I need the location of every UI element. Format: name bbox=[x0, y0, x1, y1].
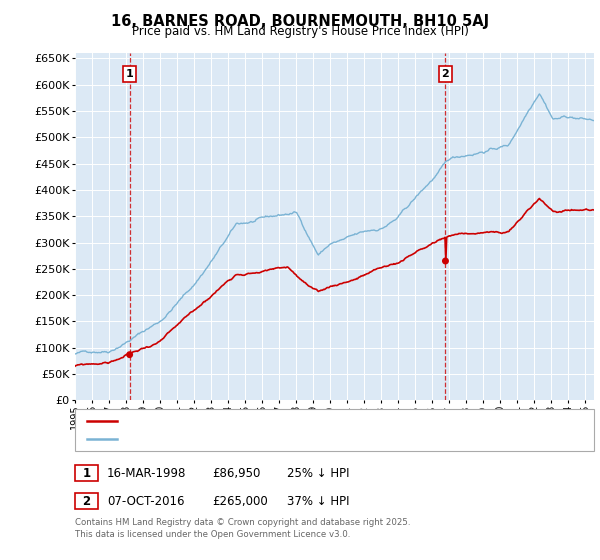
Text: 16-MAR-1998: 16-MAR-1998 bbox=[107, 466, 186, 480]
Text: 07-OCT-2016: 07-OCT-2016 bbox=[107, 494, 184, 508]
Text: 16, BARNES ROAD, BOURNEMOUTH, BH10 5AJ: 16, BARNES ROAD, BOURNEMOUTH, BH10 5AJ bbox=[111, 14, 489, 29]
Text: 25% ↓ HPI: 25% ↓ HPI bbox=[287, 466, 349, 480]
Text: 1: 1 bbox=[126, 69, 133, 79]
Text: 1: 1 bbox=[82, 466, 91, 480]
Point bbox=[125, 350, 134, 359]
Text: 2: 2 bbox=[82, 494, 91, 508]
Text: HPI: Average price, detached house, Bournemouth Christchurch and Poole: HPI: Average price, detached house, Bour… bbox=[123, 434, 511, 444]
Text: Price paid vs. HM Land Registry's House Price Index (HPI): Price paid vs. HM Land Registry's House … bbox=[131, 25, 469, 38]
Text: 16, BARNES ROAD, BOURNEMOUTH, BH10 5AJ (detached house): 16, BARNES ROAD, BOURNEMOUTH, BH10 5AJ (… bbox=[123, 416, 458, 426]
Text: £86,950: £86,950 bbox=[212, 466, 260, 480]
Text: 37% ↓ HPI: 37% ↓ HPI bbox=[287, 494, 349, 508]
Point bbox=[440, 256, 450, 265]
Text: £265,000: £265,000 bbox=[212, 494, 268, 508]
Text: 2: 2 bbox=[442, 69, 449, 79]
Text: Contains HM Land Registry data © Crown copyright and database right 2025.
This d: Contains HM Land Registry data © Crown c… bbox=[75, 518, 410, 539]
